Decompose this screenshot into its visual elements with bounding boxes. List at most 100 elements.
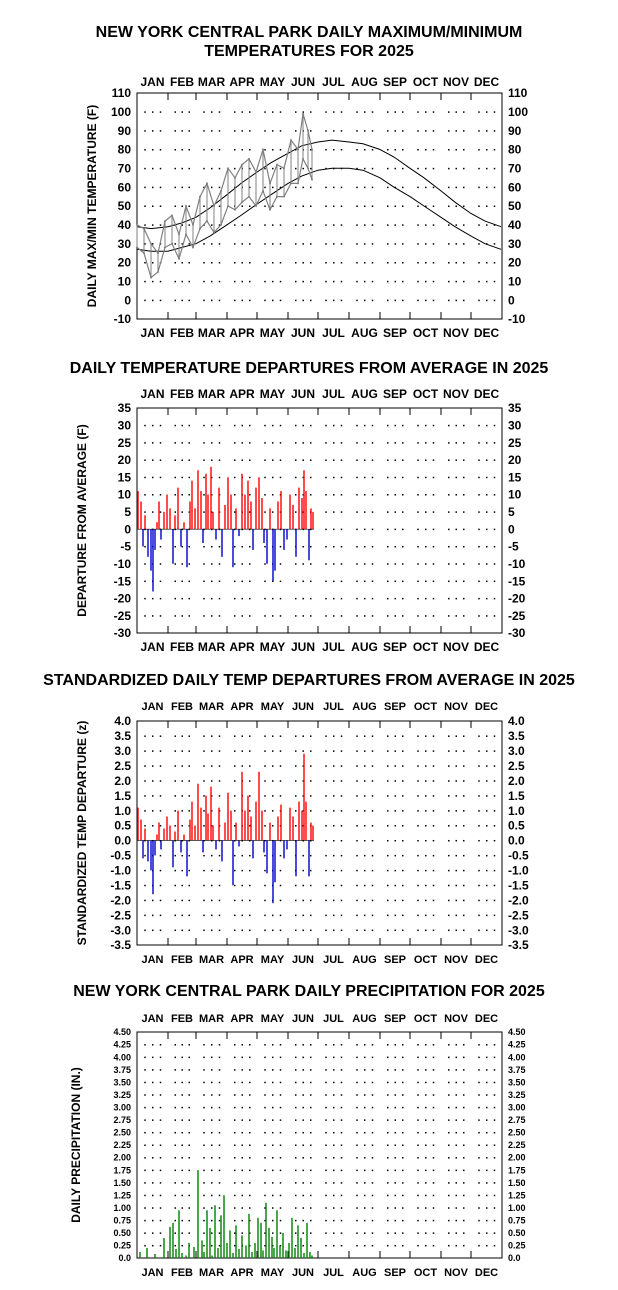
grid-dot (310, 1056, 312, 1059)
grid-dot (340, 1194, 343, 1197)
grid-dot (356, 1194, 358, 1197)
month-label-bottom: JUL (323, 954, 344, 966)
grid-dot (478, 224, 480, 226)
grid-dot (159, 795, 162, 797)
above-average-bar (207, 813, 209, 841)
grid-dot (340, 1207, 343, 1209)
grid-dot (144, 1194, 146, 1197)
y-tick-label-right: 2.75 (508, 1115, 526, 1125)
grid-dot (144, 1182, 146, 1184)
grid-dot (211, 750, 213, 752)
grid-dot (417, 545, 419, 548)
above-average-bar (197, 470, 199, 530)
grid-dot (272, 735, 274, 737)
grid-dot (425, 615, 427, 617)
grid-dot (188, 1106, 190, 1109)
grid-dot (325, 914, 327, 917)
y-tick-label-right: 0.5 (508, 819, 525, 833)
above-average-bar (301, 810, 303, 841)
below-average-bar (272, 840, 274, 904)
grid-dot (211, 262, 213, 264)
below-average-bar (147, 840, 149, 862)
y-axis-label: DAILY MAX/MIN TEMPERATURE (F) (85, 105, 99, 307)
grid-dot (356, 899, 358, 902)
grid-dot (310, 149, 312, 151)
grid-dot (394, 424, 396, 427)
grid-dot (295, 765, 297, 767)
grid-dot (302, 1244, 304, 1247)
grid-dot (432, 735, 435, 737)
grid-dot (152, 1182, 154, 1184)
grid-dot (181, 1044, 183, 1046)
grid-dot (188, 735, 190, 737)
grid-dot (448, 1069, 450, 1071)
grid-dot (486, 1069, 488, 1071)
grid-dot (448, 1144, 450, 1146)
y-tick-label-right: -2.0 (508, 893, 529, 907)
grid-dot (188, 167, 190, 170)
grid-dot (241, 929, 243, 932)
grid-dot (272, 1207, 274, 1209)
grid-dot (325, 280, 327, 283)
observed-low-line (136, 157, 313, 279)
grid-dot (417, 597, 419, 600)
grid-dot (325, 825, 327, 827)
month-label-bottom: APR (230, 1267, 253, 1279)
grid-dot (463, 1131, 465, 1134)
grid-dot (493, 528, 496, 531)
grid-dot (279, 1219, 282, 1222)
grid-dot (272, 1194, 274, 1197)
plot-frame (136, 720, 503, 946)
above-average-bar (191, 480, 193, 530)
grid-dot (432, 1194, 435, 1197)
grid-dot (272, 149, 274, 151)
grid-dot (279, 1094, 282, 1096)
grid-dot (448, 1056, 450, 1059)
grid-dot (279, 149, 282, 151)
month-label-bottom: JUL (323, 1267, 344, 1279)
grid-dot (333, 899, 335, 902)
grid-dot (295, 780, 297, 782)
below-average-bar (215, 529, 217, 540)
grid-dot (425, 476, 427, 479)
grid-dot (310, 243, 312, 245)
grid-dot (364, 795, 366, 797)
grid-dot (211, 615, 213, 617)
below-average-bar (202, 840, 204, 853)
grid-dot (356, 224, 358, 226)
grid-dot (387, 1056, 389, 1059)
grid-dot (295, 149, 297, 151)
below-average-bar (308, 840, 310, 877)
grid-dot (417, 1207, 419, 1209)
grid-dot (463, 854, 465, 857)
grid-dot (333, 839, 335, 842)
grid-dot (234, 1182, 236, 1184)
grid-dot (394, 545, 396, 548)
grid-dot (478, 280, 480, 283)
grid-dot (295, 597, 297, 600)
grid-dot (174, 280, 176, 283)
grid-dot (387, 615, 389, 617)
grid-dot (302, 810, 304, 812)
grid-dot (241, 869, 243, 872)
grid-dot (425, 825, 427, 827)
grid-dot (478, 186, 480, 189)
grid-dot (387, 167, 389, 170)
grid-dot (455, 1144, 457, 1146)
above-average-bar (191, 801, 193, 841)
grid-dot (432, 869, 435, 872)
grid-dot (387, 1244, 389, 1247)
grid-dot (394, 914, 396, 917)
grid-dot (279, 243, 282, 245)
grid-dot (402, 149, 404, 151)
grid-dot (364, 1131, 366, 1134)
grid-dot (279, 1044, 282, 1046)
grid-dot (144, 224, 146, 226)
grid-dot (478, 1094, 480, 1096)
grid-dot (387, 854, 389, 857)
grid-dot (211, 494, 213, 496)
y-tick-label-right: 3.00 (508, 1102, 526, 1112)
grid-dot (234, 1207, 236, 1209)
grid-dot (203, 1044, 205, 1046)
grid-dot (371, 1182, 374, 1184)
